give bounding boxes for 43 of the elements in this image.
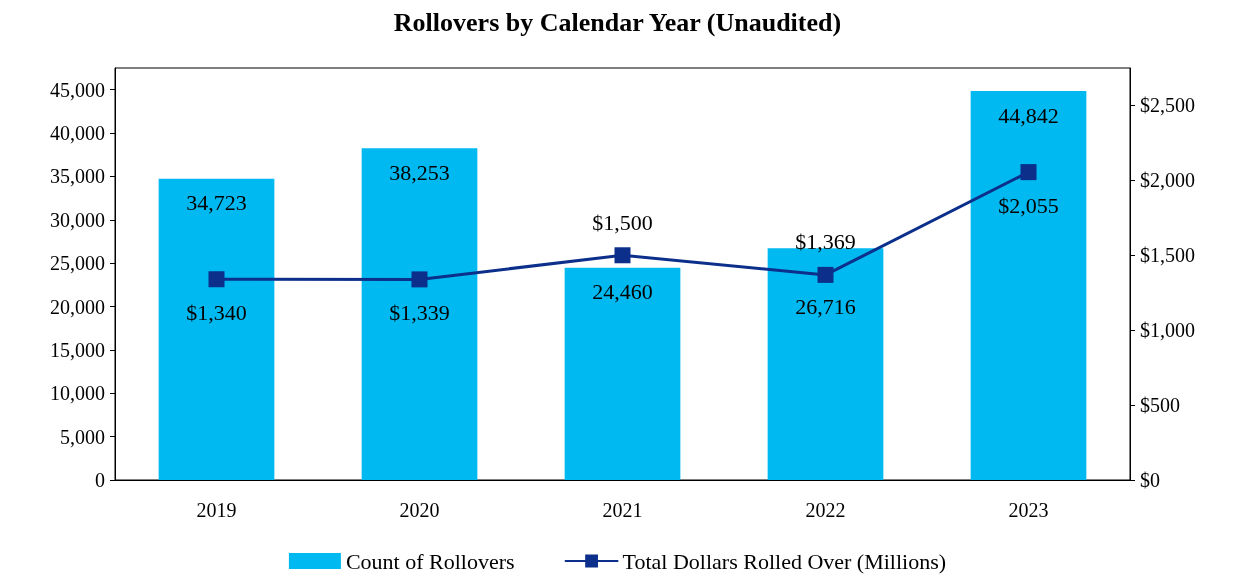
bar <box>158 178 275 480</box>
y-tick-label: 10,000 <box>50 382 105 405</box>
legend-label: Count of Rollovers <box>345 548 515 574</box>
bar <box>970 91 1087 480</box>
chart-title: Rollovers by Calendar Year (Unaudited) <box>393 7 842 37</box>
data-label: $1,500 <box>592 209 653 235</box>
x-tick-label: 2023 <box>1008 499 1049 521</box>
data-label: $1,369 <box>795 229 856 255</box>
x-tick-label: 2020 <box>399 499 440 521</box>
y-tick-label: 20,000 <box>50 295 105 318</box>
data-label: $1,340 <box>186 299 247 325</box>
y-tick-label: 5,000 <box>60 425 105 448</box>
data-label: $1,339 <box>389 299 450 325</box>
x-tick-label: 2021 <box>602 499 643 521</box>
bar <box>564 267 681 480</box>
y-tick-label: 45,000 <box>50 78 105 101</box>
data-label: $2,055 <box>998 192 1059 218</box>
y-tick-label: 0 <box>95 469 105 491</box>
y-tick-label: 35,000 <box>50 165 105 188</box>
data-label: 38,253 <box>389 159 450 185</box>
y2-tick-label: $500 <box>1140 394 1180 417</box>
point <box>614 247 631 264</box>
legend-label: Total Dollars Rolled Over (Millions) <box>622 548 947 574</box>
point <box>817 266 834 283</box>
data-label: 34,723 <box>186 190 247 216</box>
y2-tick-label: $0 <box>1140 469 1160 491</box>
bar <box>361 148 478 480</box>
y-tick-label: 15,000 <box>50 338 105 361</box>
y2-tick-label: $1,500 <box>1140 244 1195 267</box>
y-tick-label: 40,000 <box>50 122 105 145</box>
point <box>411 271 428 288</box>
y-tick-label: 30,000 <box>50 208 105 231</box>
data-label: 44,842 <box>998 102 1059 128</box>
x-tick-label: 2022 <box>805 499 846 521</box>
x-tick-label: 2019 <box>196 499 237 521</box>
y-tick-label: 25,000 <box>50 252 105 275</box>
data-label: 26,716 <box>795 294 856 320</box>
y2-tick-label: $2,000 <box>1140 169 1195 192</box>
point <box>1020 164 1037 181</box>
data-label: 24,460 <box>592 279 653 305</box>
y2-tick-label: $2,500 <box>1140 94 1195 117</box>
y2-tick-label: $1,000 <box>1140 319 1195 342</box>
point <box>208 271 225 288</box>
